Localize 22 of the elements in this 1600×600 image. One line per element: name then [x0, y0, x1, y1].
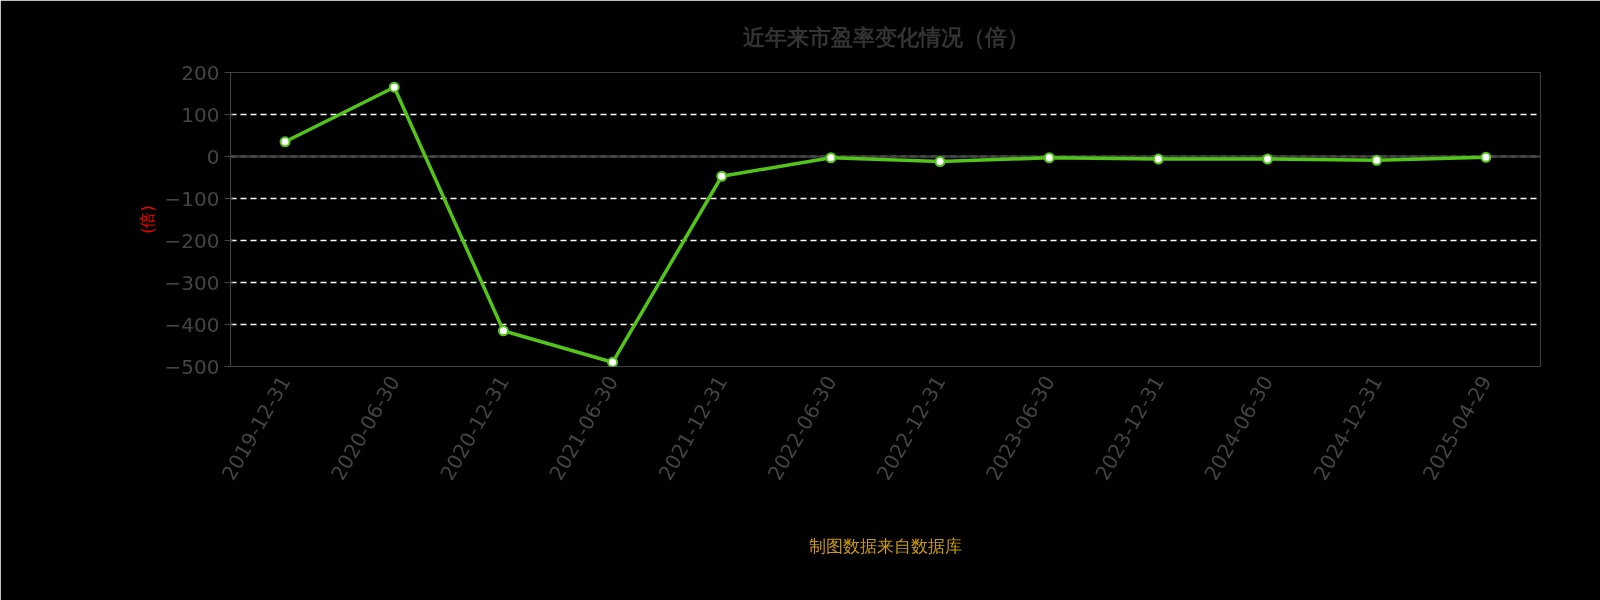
point: [607, 356, 619, 367]
y-tick-label: −500: [164, 354, 220, 379]
point: [279, 136, 291, 148]
y-tick-label: −200: [164, 228, 220, 253]
y-tick-label: −400: [164, 312, 220, 337]
point: [1152, 153, 1164, 165]
y-tick-label: −300: [164, 270, 220, 295]
y-tick-label: 0: [206, 144, 220, 169]
y-tick-label: 200: [181, 60, 220, 85]
point: [1480, 151, 1492, 163]
y-tick-label: 100: [181, 102, 220, 127]
point: [1043, 152, 1055, 164]
point: [497, 325, 509, 337]
point: [1371, 154, 1383, 166]
point: [1262, 153, 1274, 165]
point: [934, 156, 946, 168]
point: [825, 152, 837, 164]
text: 制图数据来自数据库: [809, 535, 962, 556]
y-tick-label: −100: [164, 186, 220, 211]
point: [388, 81, 400, 93]
y-axis-title: (倍): [137, 205, 157, 234]
point: [716, 170, 728, 182]
